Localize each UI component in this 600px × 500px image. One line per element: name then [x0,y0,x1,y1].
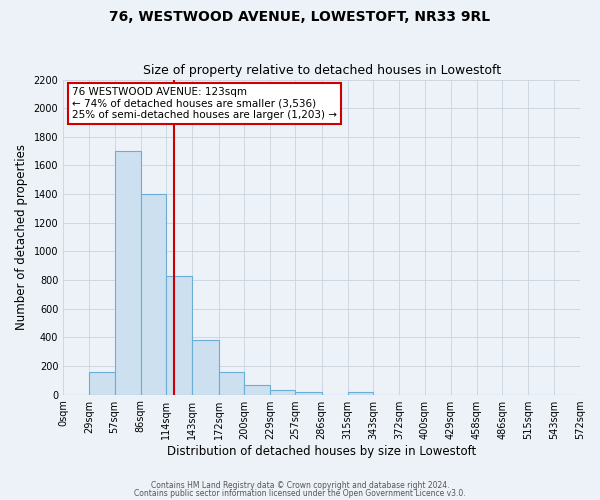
Text: 76 WESTWOOD AVENUE: 123sqm
← 74% of detached houses are smaller (3,536)
25% of s: 76 WESTWOOD AVENUE: 123sqm ← 74% of deta… [72,86,337,120]
Text: 76, WESTWOOD AVENUE, LOWESTOFT, NR33 9RL: 76, WESTWOOD AVENUE, LOWESTOFT, NR33 9RL [109,10,491,24]
Bar [348,392,373,394]
Text: Contains public sector information licensed under the Open Government Licence v3: Contains public sector information licen… [134,488,466,498]
Bar [115,151,141,394]
Text: Contains HM Land Registry data © Crown copyright and database right 2024.: Contains HM Land Registry data © Crown c… [151,481,449,490]
Bar [295,392,322,394]
Bar [193,340,218,394]
Bar [141,194,166,394]
Bar [218,372,244,394]
Bar [89,372,115,394]
Bar [244,386,270,394]
Title: Size of property relative to detached houses in Lowestoft: Size of property relative to detached ho… [143,64,500,77]
Bar [270,390,295,394]
X-axis label: Distribution of detached houses by size in Lowestoft: Distribution of detached houses by size … [167,444,476,458]
Bar [166,276,193,394]
Y-axis label: Number of detached properties: Number of detached properties [15,144,28,330]
